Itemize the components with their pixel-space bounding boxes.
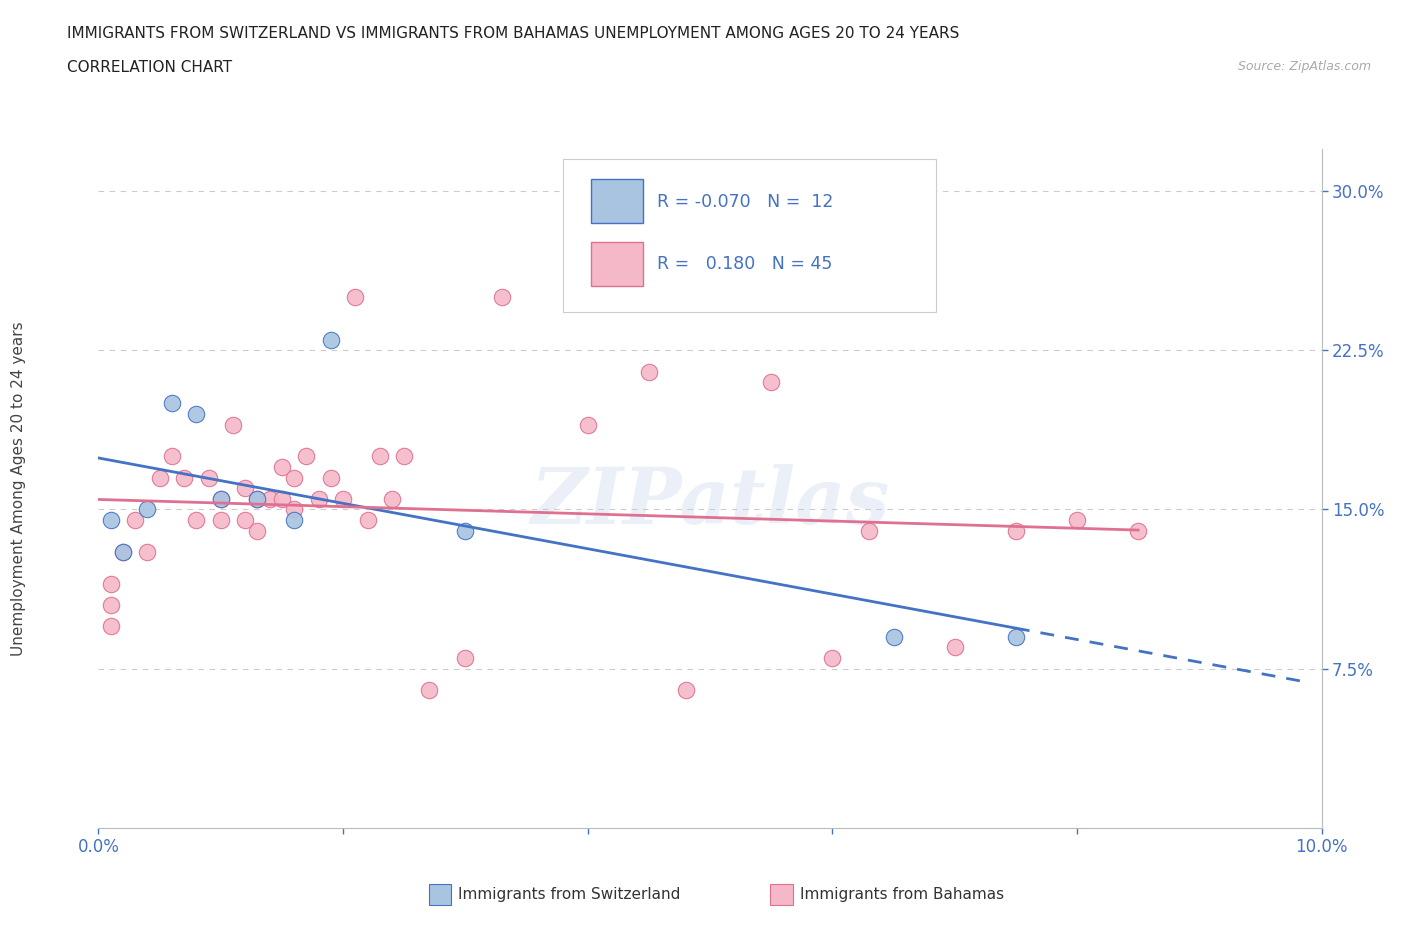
Point — [821, 651, 844, 666]
Point — [100, 512, 122, 527]
Text: R =   0.180   N = 45: R = 0.180 N = 45 — [658, 255, 832, 273]
Point — [283, 471, 305, 485]
Point — [246, 491, 269, 506]
Text: IMMIGRANTS FROM SWITZERLAND VS IMMIGRANTS FROM BAHAMAS UNEMPLOYMENT AMONG AGES 2: IMMIGRANTS FROM SWITZERLAND VS IMMIGRANT… — [67, 26, 960, 41]
Text: CORRELATION CHART: CORRELATION CHART — [67, 60, 232, 75]
Point — [111, 544, 134, 559]
Bar — [592, 179, 643, 223]
Point — [1066, 512, 1088, 527]
Point — [283, 512, 305, 527]
Point — [381, 491, 404, 506]
Point — [259, 491, 281, 506]
Bar — [592, 242, 643, 286]
Point — [332, 491, 354, 506]
Point — [319, 332, 342, 347]
Point — [233, 481, 256, 496]
Point — [270, 491, 292, 506]
Point — [637, 365, 661, 379]
Point — [209, 512, 232, 527]
Point — [246, 491, 269, 506]
Point — [675, 683, 697, 698]
Point — [858, 524, 880, 538]
FancyBboxPatch shape — [564, 159, 936, 312]
Point — [186, 406, 208, 421]
Text: Unemployment Among Ages 20 to 24 years: Unemployment Among Ages 20 to 24 years — [11, 321, 25, 656]
Point — [319, 471, 342, 485]
Point — [283, 502, 305, 517]
Point — [233, 512, 256, 527]
Text: R = -0.070   N =  12: R = -0.070 N = 12 — [658, 193, 834, 211]
Point — [759, 375, 782, 390]
Point — [356, 512, 378, 527]
Point — [160, 396, 183, 411]
Point — [883, 630, 905, 644]
Point — [295, 449, 318, 464]
Point — [209, 491, 232, 506]
Point — [186, 512, 208, 527]
Point — [491, 290, 513, 305]
Point — [344, 290, 367, 305]
Point — [209, 491, 232, 506]
Point — [100, 597, 122, 612]
Point — [270, 459, 292, 474]
Point — [246, 524, 269, 538]
Point — [124, 512, 146, 527]
Point — [136, 502, 159, 517]
Point — [454, 524, 477, 538]
Text: Source: ZipAtlas.com: Source: ZipAtlas.com — [1237, 60, 1371, 73]
Text: Immigrants from Switzerland: Immigrants from Switzerland — [458, 887, 681, 902]
Point — [454, 651, 477, 666]
Point — [100, 577, 122, 591]
Point — [1128, 524, 1150, 538]
Point — [222, 418, 245, 432]
Point — [160, 449, 183, 464]
Text: Immigrants from Bahamas: Immigrants from Bahamas — [800, 887, 1004, 902]
Point — [308, 491, 330, 506]
Point — [197, 471, 219, 485]
Point — [943, 640, 966, 655]
Point — [136, 544, 159, 559]
Point — [149, 471, 172, 485]
Point — [368, 449, 391, 464]
Text: ZIPatlas: ZIPatlas — [530, 463, 890, 540]
Point — [173, 471, 195, 485]
Point — [418, 683, 440, 698]
Point — [111, 544, 134, 559]
Point — [576, 418, 599, 432]
Point — [1004, 630, 1026, 644]
Point — [392, 449, 416, 464]
Point — [100, 618, 122, 633]
Point — [1004, 524, 1026, 538]
